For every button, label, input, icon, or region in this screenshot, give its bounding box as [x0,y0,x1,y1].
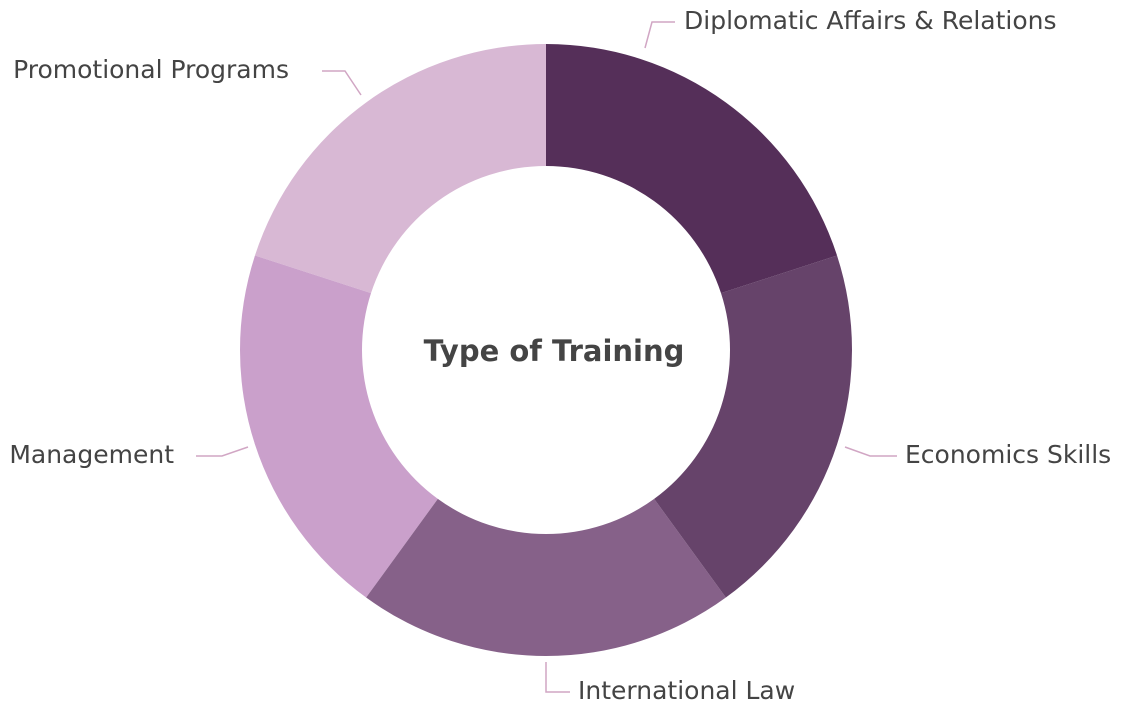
segment-label: Economics Skills [905,440,1111,469]
leader-line [322,70,362,96]
donut-segment [654,255,852,598]
leader-line [196,446,249,457]
leader-line [545,662,570,693]
donut-segment [239,255,438,598]
segment-label: Management [9,440,174,469]
leader-line [644,21,675,49]
leader-line [844,446,897,457]
segment-label: Promotional Programs [13,55,289,84]
chart-title: Type of Training [424,334,685,368]
donut-segment [254,44,547,294]
donut-segment [366,498,726,657]
segment-label: Diplomatic Affairs & Relations [684,6,1057,35]
segment-label: International Law [578,676,795,705]
donut-segment [546,44,838,294]
